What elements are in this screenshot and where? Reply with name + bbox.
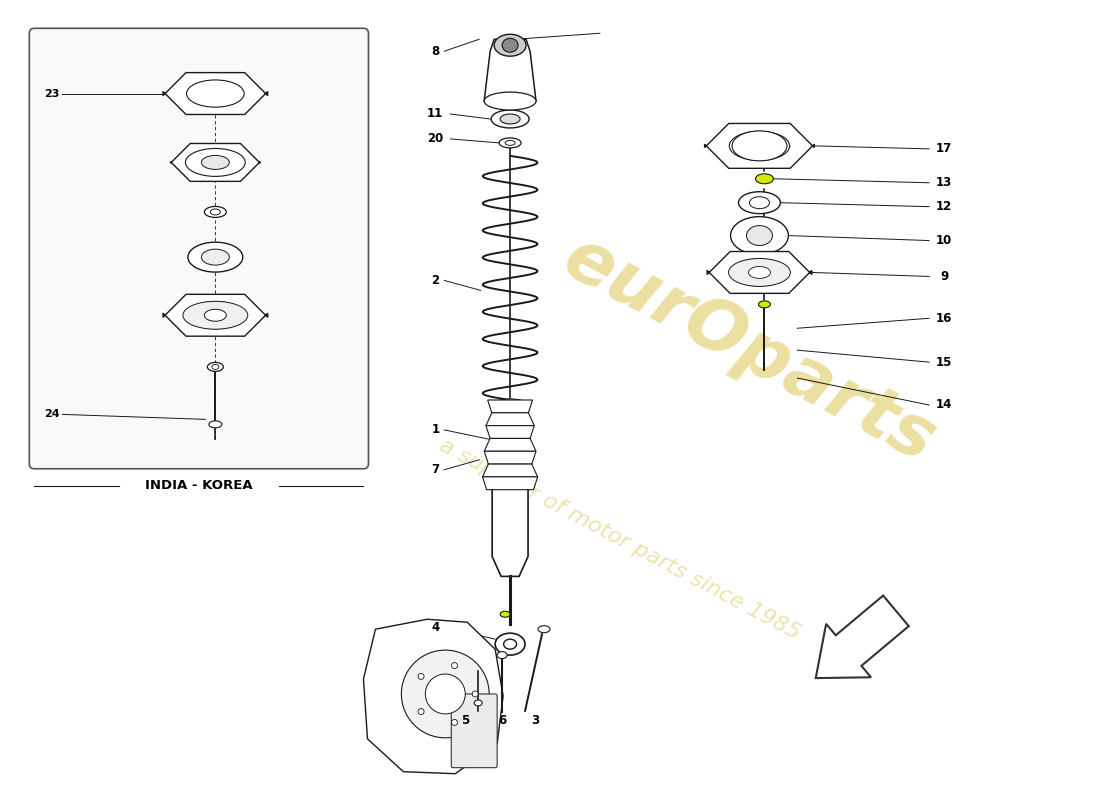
Text: 8: 8 (431, 45, 439, 58)
Text: 1: 1 (431, 423, 439, 436)
Text: 3: 3 (531, 714, 539, 727)
Polygon shape (163, 294, 267, 336)
Ellipse shape (186, 149, 245, 176)
Ellipse shape (505, 141, 515, 146)
Ellipse shape (208, 362, 223, 371)
Text: 14: 14 (936, 398, 953, 411)
Ellipse shape (497, 652, 507, 658)
Ellipse shape (418, 674, 424, 679)
Text: 15: 15 (936, 356, 953, 369)
Text: 17: 17 (936, 142, 953, 155)
Ellipse shape (205, 310, 227, 322)
Text: 10: 10 (936, 234, 953, 247)
Polygon shape (163, 73, 267, 114)
Text: INDIA - KOREA: INDIA - KOREA (145, 479, 253, 492)
Ellipse shape (210, 209, 220, 215)
Text: 5: 5 (461, 714, 470, 727)
Ellipse shape (749, 197, 769, 209)
Ellipse shape (190, 150, 240, 174)
Polygon shape (363, 619, 503, 774)
Ellipse shape (402, 650, 490, 738)
Polygon shape (486, 426, 535, 438)
Ellipse shape (500, 114, 520, 124)
Ellipse shape (472, 691, 478, 697)
Ellipse shape (728, 258, 791, 286)
Ellipse shape (759, 301, 770, 308)
Polygon shape (483, 477, 538, 490)
Polygon shape (484, 451, 536, 464)
Ellipse shape (187, 302, 244, 329)
Text: 24: 24 (44, 410, 60, 419)
Polygon shape (707, 251, 812, 294)
Ellipse shape (495, 633, 525, 655)
Ellipse shape (212, 365, 219, 370)
Ellipse shape (748, 266, 770, 278)
Ellipse shape (484, 92, 536, 110)
Ellipse shape (474, 700, 482, 706)
Ellipse shape (729, 131, 790, 161)
Text: 6: 6 (498, 714, 506, 727)
FancyBboxPatch shape (30, 28, 368, 469)
Ellipse shape (756, 174, 773, 184)
Text: 7: 7 (431, 463, 439, 476)
FancyBboxPatch shape (451, 694, 497, 768)
Ellipse shape (499, 138, 521, 148)
Ellipse shape (205, 206, 227, 218)
Polygon shape (492, 405, 528, 576)
Ellipse shape (538, 626, 550, 633)
Text: 20: 20 (427, 133, 443, 146)
Ellipse shape (732, 131, 786, 161)
Polygon shape (705, 123, 814, 168)
Text: eurOparts: eurOparts (552, 223, 947, 477)
Ellipse shape (183, 302, 248, 330)
Ellipse shape (747, 226, 772, 246)
Ellipse shape (500, 611, 510, 618)
Ellipse shape (201, 249, 229, 265)
Ellipse shape (451, 719, 458, 726)
Ellipse shape (201, 155, 229, 170)
Polygon shape (816, 595, 909, 678)
Text: 2: 2 (431, 274, 439, 287)
Polygon shape (484, 438, 536, 451)
Polygon shape (486, 413, 535, 426)
Ellipse shape (418, 709, 424, 714)
Text: a supplier of motor parts since 1985: a supplier of motor parts since 1985 (437, 435, 803, 643)
Text: 11: 11 (427, 107, 443, 121)
Polygon shape (483, 464, 538, 477)
Ellipse shape (426, 674, 465, 714)
Ellipse shape (504, 639, 517, 649)
Polygon shape (484, 39, 536, 101)
Ellipse shape (187, 80, 244, 107)
Ellipse shape (730, 259, 789, 286)
Ellipse shape (730, 217, 789, 254)
Ellipse shape (492, 399, 528, 411)
Polygon shape (487, 400, 532, 413)
Ellipse shape (451, 662, 458, 669)
Ellipse shape (209, 421, 222, 428)
Ellipse shape (502, 38, 518, 52)
Ellipse shape (494, 34, 526, 56)
Text: 13: 13 (936, 176, 953, 190)
Text: 4: 4 (431, 621, 439, 634)
Text: 9: 9 (939, 270, 948, 283)
Text: 16: 16 (936, 312, 953, 325)
Ellipse shape (491, 110, 529, 128)
Text: 12: 12 (936, 200, 953, 213)
Ellipse shape (188, 242, 243, 272)
Text: 23: 23 (45, 89, 59, 98)
Polygon shape (170, 143, 261, 182)
Ellipse shape (738, 192, 780, 214)
